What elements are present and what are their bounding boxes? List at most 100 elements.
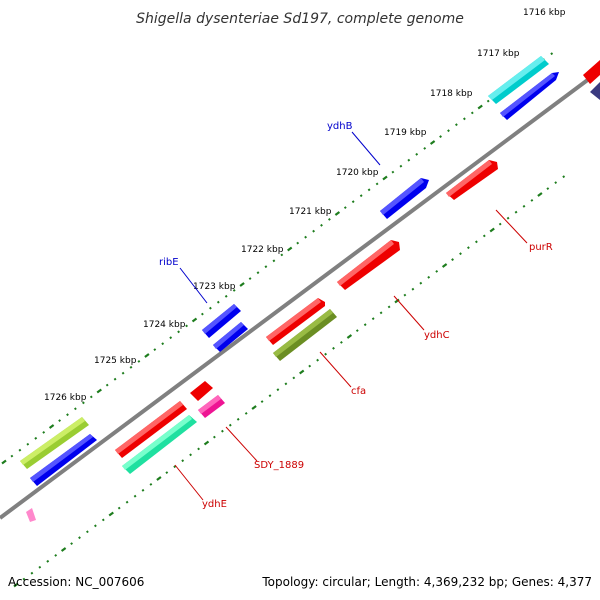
tick-row-inner [13, 175, 566, 588]
inner-tick [108, 511, 114, 517]
inner-tick [22, 577, 26, 581]
outer-tick [320, 223, 323, 227]
outer-tick [42, 430, 46, 434]
gene-blue-1726[interactable] [30, 434, 97, 486]
outer-tick [447, 129, 450, 133]
inner-tick [236, 417, 240, 421]
inner-tick [332, 346, 335, 350]
leader-ribE [179, 267, 208, 304]
outer-tick [382, 175, 388, 181]
gene-purR[interactable] [446, 160, 498, 200]
outer-tick [129, 365, 133, 369]
inner-tick [125, 500, 129, 504]
outer-tick [177, 330, 180, 334]
gene-red-small-1726[interactable] [190, 381, 213, 401]
leader-ydhB [351, 131, 381, 166]
outer-tick [343, 206, 347, 209]
map-title: Shigella dysenteriae Sd197, complete gen… [136, 11, 464, 27]
inner-tick [156, 476, 162, 481]
outer-tick [239, 282, 245, 287]
gene-label-ydhE[interactable]: ydhE [202, 499, 227, 510]
gene-ribE-a[interactable] [202, 304, 241, 338]
leader-cfa [319, 351, 352, 388]
outer-tick [351, 200, 355, 204]
tick-row-outer [1, 52, 554, 465]
inner-tick [60, 547, 67, 552]
inner-tick [101, 518, 105, 522]
outer-tick [232, 288, 236, 292]
outer-tick [185, 324, 188, 328]
gene-SDY_1889[interactable] [198, 395, 225, 418]
inner-tick [441, 263, 448, 268]
inner-tick [38, 565, 42, 569]
inner-tick [70, 542, 74, 546]
gene-ydhE-green[interactable] [122, 415, 197, 474]
outer-tick [58, 419, 62, 423]
outer-tick [423, 147, 427, 150]
outer-tick [201, 312, 204, 316]
gene-label-ydhB[interactable]: ydhB [327, 121, 353, 132]
gene-lime-1726[interactable] [20, 417, 89, 469]
inner-tick [427, 275, 431, 279]
inner-tick [284, 382, 288, 386]
inner-tick [189, 453, 192, 457]
gene-ydhC[interactable] [337, 240, 400, 290]
inner-tick [562, 175, 566, 179]
gene-ydhE-red[interactable] [115, 401, 187, 458]
inner-tick [299, 369, 305, 375]
gene-label-SDY_1889[interactable]: SDY_1889 [254, 460, 304, 471]
outer-tick [407, 158, 411, 162]
outer-tick [312, 229, 315, 233]
gene-red-1716[interactable] [583, 60, 600, 84]
genome-backbone [0, 68, 600, 520]
outer-tick [328, 218, 331, 221]
inner-tick [165, 471, 169, 475]
outer-tick [18, 448, 22, 452]
inner-tick [459, 252, 462, 256]
gene-blue-1718[interactable] [500, 72, 559, 120]
inner-tick [173, 465, 177, 469]
gene-ribE-b[interactable] [213, 322, 248, 352]
outer-tick [34, 436, 38, 440]
outer-tick [296, 241, 300, 245]
outer-tick [191, 317, 198, 323]
gene-navy-edge[interactable] [590, 82, 600, 100]
gene-ydhB[interactable] [380, 178, 429, 219]
inner-tick [308, 364, 312, 368]
outer-tick [359, 194, 363, 198]
inner-tick [546, 187, 550, 190]
inner-tick [363, 323, 367, 327]
inner-tick [244, 411, 248, 415]
inner-tick [149, 482, 153, 486]
gene-label-cfa[interactable]: cfa [351, 386, 366, 397]
gene-label-ydhC[interactable]: ydhC [424, 330, 450, 341]
inner-tick [467, 246, 470, 250]
inner-tick [498, 222, 502, 226]
outer-tick [264, 265, 268, 269]
inner-tick [221, 429, 224, 433]
gene-label-ribE[interactable]: ribE [159, 257, 179, 268]
gene-cyan-1717[interactable] [488, 56, 549, 104]
tick-label-1721: 1721 kbp [289, 207, 332, 217]
outer-tick [455, 123, 458, 127]
gene-label-purR[interactable]: purR [529, 242, 553, 253]
inner-tick [30, 571, 34, 575]
summary-text: Topology: circular; Length: 4,369,232 bp… [261, 575, 592, 589]
inner-tick [506, 216, 510, 220]
tick-label-1718: 1718 kbp [430, 89, 473, 99]
outer-tick [550, 52, 554, 56]
outer-tick [169, 336, 173, 340]
inner-tick [419, 281, 423, 285]
outer-tick [429, 140, 436, 145]
inner-tick [197, 447, 200, 451]
tick-label-1724: 1724 kbp [143, 320, 186, 330]
outer-tick [161, 342, 165, 346]
inner-tick [394, 298, 400, 304]
tick-label-1720: 1720 kbp [336, 168, 379, 178]
gene-pink-small[interactable] [26, 508, 36, 522]
outer-tick [248, 277, 252, 281]
inner-tick [514, 210, 518, 214]
gene-cfa[interactable] [273, 309, 337, 361]
outer-tick [375, 182, 379, 186]
gene-red-1723[interactable] [266, 298, 325, 345]
